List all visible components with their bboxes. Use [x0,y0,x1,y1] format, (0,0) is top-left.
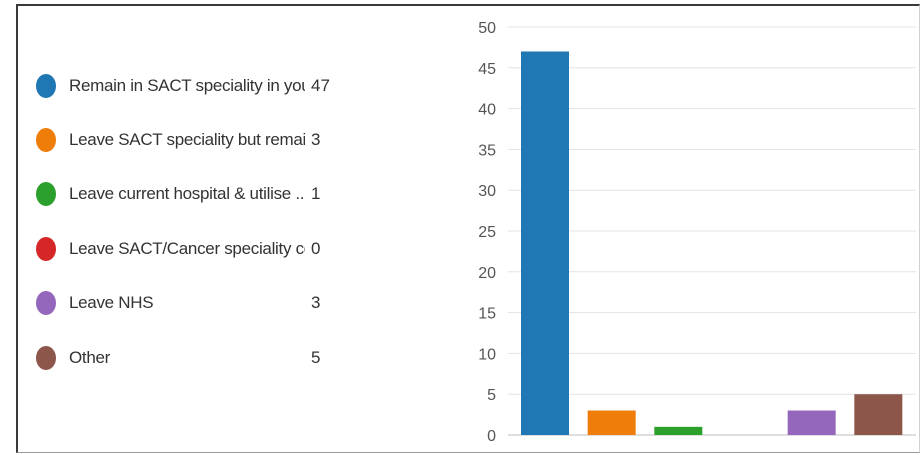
y-tick-label: 45 [478,61,496,78]
legend-item-leave-sact-cancer[interactable]: Leave SACT/Cancer speciality co... 0 [36,235,336,265]
grid-lines [508,26,916,436]
y-tick-label: 5 [487,387,496,404]
legend-count: 3 [311,293,321,312]
y-axis-ticks: 0 5 10 15 20 25 30 35 40 45 50 [478,20,496,445]
y-tick-label: 35 [478,142,496,159]
legend-marker [36,74,56,98]
legend-item-leave-current-hospital[interactable]: Leave current hospital & utilise ... 1 [36,180,336,210]
legend-label: Other [69,348,111,367]
legend-count: 47 [311,76,330,95]
legend-count: 5 [311,348,321,367]
bar[interactable] [521,51,569,435]
y-tick-label: 40 [478,102,496,119]
legend-marker [36,237,56,261]
y-tick-label: 25 [478,224,496,241]
y-tick-label: 15 [478,306,496,323]
legend-marker [36,182,56,206]
chart-panel [16,4,920,453]
legend-item-remain-sact[interactable]: Remain in SACT speciality in you... 47 [36,72,336,102]
legend-count: 1 [311,184,321,203]
legend-item-leave-nhs[interactable]: Leave NHS 3 [36,289,336,319]
legend-label: Leave SACT speciality but remai... [69,130,305,149]
legend-label: Remain in SACT speciality in you... [69,76,305,95]
bar[interactable] [587,410,636,435]
y-tick-label: 10 [478,346,496,363]
y-tick-label: 50 [478,20,496,37]
legend-label: Leave current hospital & utilise ... [69,184,305,203]
legend-item-other[interactable]: Other 5 [36,344,336,374]
legend-count: 0 [311,239,321,258]
legend-count: 3 [311,130,321,149]
legend-label: Leave SACT/Cancer speciality co... [69,239,305,258]
bars [521,51,903,435]
legend-item-leave-sact-speciality[interactable]: Leave SACT speciality but remai... 3 [36,126,336,156]
y-tick-label: 20 [478,265,496,282]
y-tick-label: 0 [487,428,496,445]
legend-marker [36,128,56,152]
legend-marker [36,291,56,315]
bar[interactable] [654,426,703,435]
legend-label: Leave NHS [69,293,154,312]
legend-marker [36,346,56,370]
y-tick-label: 30 [478,183,496,200]
bar[interactable] [787,410,836,435]
bar[interactable] [854,394,903,435]
